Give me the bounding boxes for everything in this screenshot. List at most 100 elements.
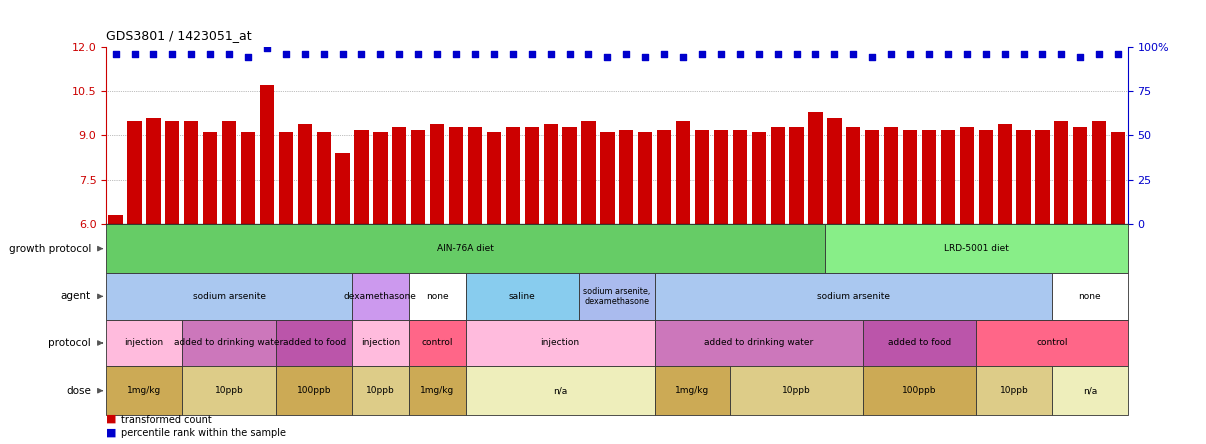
Text: added to food: added to food [282, 338, 346, 348]
Point [806, 50, 825, 57]
Text: dexamethasone: dexamethasone [344, 292, 417, 301]
Text: protocol: protocol [48, 338, 90, 348]
Bar [579, 273, 655, 320]
Text: GDS3801 / 1423051_at: GDS3801 / 1423051_at [106, 29, 252, 42]
Bar [466, 320, 655, 366]
Bar [335, 153, 350, 402]
Bar [276, 320, 352, 366]
Bar [165, 121, 180, 402]
Bar [655, 320, 862, 366]
Bar [466, 273, 579, 320]
Bar [941, 130, 955, 402]
Point [712, 50, 731, 57]
Point [522, 50, 541, 57]
Text: n/a: n/a [1083, 386, 1097, 395]
Bar [544, 123, 557, 402]
Bar [109, 215, 123, 402]
Bar [771, 127, 785, 402]
Text: 100ppb: 100ppb [297, 386, 332, 395]
Point [427, 50, 446, 57]
Point [919, 50, 938, 57]
Text: saline: saline [509, 292, 535, 301]
Bar [714, 130, 728, 402]
Text: none: none [1078, 292, 1101, 301]
Bar [808, 112, 822, 402]
Text: 10ppb: 10ppb [783, 386, 810, 395]
Bar [431, 123, 444, 402]
Bar [352, 366, 409, 415]
Bar [1073, 127, 1088, 402]
Bar [352, 273, 409, 320]
Text: 10ppb: 10ppb [1000, 386, 1029, 395]
Text: control: control [1036, 338, 1067, 348]
Point [692, 50, 712, 57]
Bar [790, 127, 803, 402]
Bar [884, 127, 898, 402]
Bar [1036, 130, 1049, 402]
Text: injection: injection [540, 338, 580, 348]
Point [579, 50, 598, 57]
Text: dose: dose [66, 386, 90, 396]
Bar [638, 132, 652, 402]
Bar [106, 224, 825, 273]
Bar [751, 132, 766, 402]
Point [901, 50, 920, 57]
Text: percentile rank within the sample: percentile rank within the sample [121, 428, 286, 438]
Bar [825, 224, 1128, 273]
Bar [487, 132, 500, 402]
Bar [847, 127, 860, 402]
Bar [352, 320, 409, 366]
Bar [374, 132, 387, 402]
Point [446, 50, 466, 57]
Bar [182, 366, 276, 415]
Text: sodium arsenite,
dexamethasone: sodium arsenite, dexamethasone [584, 287, 650, 306]
Bar [106, 320, 182, 366]
Point [673, 54, 692, 61]
Bar [276, 366, 352, 415]
Point [541, 50, 561, 57]
Point [976, 50, 995, 57]
Bar [505, 127, 520, 402]
Text: added to drinking water: added to drinking water [704, 338, 813, 348]
Point [219, 50, 239, 57]
Bar [411, 130, 426, 402]
Point [200, 50, 219, 57]
Bar [731, 366, 862, 415]
Text: sodium arsenite: sodium arsenite [816, 292, 890, 301]
Text: ■: ■ [106, 427, 117, 437]
Point [106, 50, 125, 57]
Point [1108, 50, 1128, 57]
Point [825, 50, 844, 57]
Text: AIN-76A diet: AIN-76A diet [437, 244, 494, 253]
Bar [409, 366, 466, 415]
Point [655, 50, 674, 57]
Point [314, 50, 333, 57]
Bar [355, 130, 369, 402]
Bar [279, 132, 293, 402]
Bar [657, 130, 672, 402]
Point [1032, 50, 1052, 57]
Bar [865, 130, 879, 402]
Point [333, 50, 352, 57]
Bar [106, 366, 182, 415]
Point [466, 50, 485, 57]
Text: injection: injection [124, 338, 164, 348]
Bar [581, 121, 596, 402]
Point [125, 50, 145, 57]
Text: none: none [426, 292, 449, 301]
Bar [562, 127, 576, 402]
Bar [862, 366, 977, 415]
Text: 10ppb: 10ppb [215, 386, 244, 395]
Text: injection: injection [361, 338, 400, 348]
Text: ■: ■ [106, 414, 117, 424]
Point [503, 50, 522, 57]
Point [882, 50, 901, 57]
Point [995, 50, 1014, 57]
Point [730, 50, 749, 57]
Point [1014, 50, 1034, 57]
Point [862, 54, 882, 61]
Point [768, 50, 788, 57]
Text: control: control [421, 338, 453, 348]
Bar [409, 273, 466, 320]
Point [144, 50, 163, 57]
